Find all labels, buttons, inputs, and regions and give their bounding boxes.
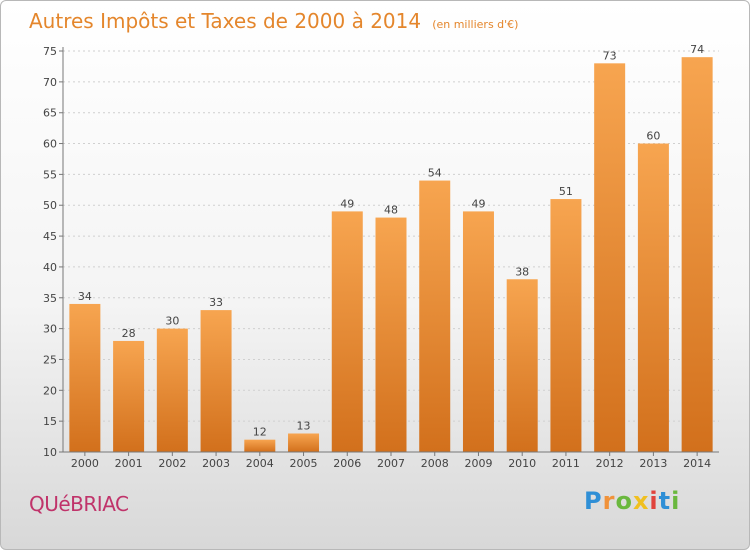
x-tick-label: 2001: [115, 457, 143, 470]
bar-2004: [244, 439, 276, 452]
x-tick-label: 2007: [377, 457, 405, 470]
bar-2012: [594, 63, 626, 452]
y-tick-label: 50: [43, 199, 57, 212]
logo-letter: i: [649, 487, 659, 515]
bar-value-label: 30: [165, 315, 179, 328]
chart-title: Autres Impôts et Taxes de 2000 à 2014 (e…: [29, 9, 518, 33]
y-tick-label: 30: [43, 323, 57, 336]
y-tick-label: 75: [43, 45, 57, 58]
x-tick-label: 2013: [639, 457, 667, 470]
y-tick-label: 55: [43, 168, 57, 181]
bar-2014: [681, 57, 713, 453]
bars: 34 28 30 33 12 13 49 48 54 49 38 51 73 60 74: [69, 43, 713, 453]
logo-letter: t: [658, 487, 672, 515]
logo-letter: r: [602, 487, 616, 515]
bar-value-label: 34: [78, 290, 92, 303]
bar-value-label: 60: [646, 130, 660, 143]
logo-letter: x: [632, 487, 650, 515]
y-tick-label: 65: [43, 107, 57, 120]
place-name: QUéBRIAC: [29, 492, 129, 516]
bar-2001: [113, 340, 145, 452]
y-tick-label: 45: [43, 230, 57, 243]
x-tick-label: 2011: [552, 457, 580, 470]
logo-letter: P: [584, 487, 603, 515]
x-tick-label: 2009: [464, 457, 492, 470]
x-tick-label: 2002: [158, 457, 186, 470]
x-tick-label: 2000: [71, 457, 99, 470]
y-tick-label: 15: [43, 415, 57, 428]
x-tick-label: 2012: [596, 457, 624, 470]
logo-letter: i: [671, 487, 681, 515]
bar-2002: [156, 328, 188, 452]
bar-2000: [69, 303, 101, 452]
bar-value-label: 51: [559, 185, 573, 198]
x-tick-label: 2003: [202, 457, 230, 470]
bar-value-label: 13: [297, 419, 311, 432]
bar-2006: [331, 211, 363, 452]
bar-value-label: 12: [253, 426, 267, 439]
bar-value-label: 48: [384, 204, 398, 217]
x-tick-label: 2014: [683, 457, 711, 470]
y-tick-label: 40: [43, 261, 57, 274]
y-tick-label: 10: [43, 446, 57, 459]
x-tick-label: 2006: [333, 457, 361, 470]
bar-value-label: 73: [603, 49, 617, 62]
bar-2008: [419, 180, 451, 453]
bar-2007: [375, 217, 407, 452]
bar-2011: [550, 199, 582, 452]
bar-value-label: 38: [515, 265, 529, 278]
bar-2013: [637, 143, 669, 453]
bar-value-label: 28: [122, 327, 136, 340]
y-tick-label: 25: [43, 353, 57, 366]
x-axis-ticks: 2000 2001 2002 2003 2004 2005 2006 2007 2008 2009…: [71, 452, 711, 470]
x-tick-label: 2010: [508, 457, 536, 470]
y-tick-label: 35: [43, 292, 57, 305]
bar-value-label: 74: [690, 43, 704, 56]
bar-value-label: 49: [471, 197, 485, 210]
logo-letter: o: [615, 487, 633, 515]
y-axis-ticks: 10 15 20 25 30 35 40 45 50 55 60 65 70 75: [43, 45, 63, 459]
proxiti-logo: Proxiti: [584, 487, 680, 515]
y-tick-label: 70: [43, 76, 57, 89]
bar-value-label: 33: [209, 296, 223, 309]
bar-2005: [288, 433, 320, 452]
bar-value-label: 49: [340, 197, 354, 210]
y-tick-label: 60: [43, 138, 57, 151]
bar-2009: [462, 211, 494, 452]
bar-2010: [506, 279, 538, 452]
x-tick-label: 2005: [290, 457, 318, 470]
chart-title-main: Autres Impôts et Taxes de 2000 à 2014: [29, 9, 421, 33]
x-tick-label: 2004: [246, 457, 274, 470]
y-tick-label: 20: [43, 384, 57, 397]
chart-title-unit: (en milliers d'€): [432, 18, 518, 31]
bar-2003: [200, 310, 232, 452]
x-tick-label: 2008: [421, 457, 449, 470]
bar-value-label: 54: [428, 167, 442, 180]
